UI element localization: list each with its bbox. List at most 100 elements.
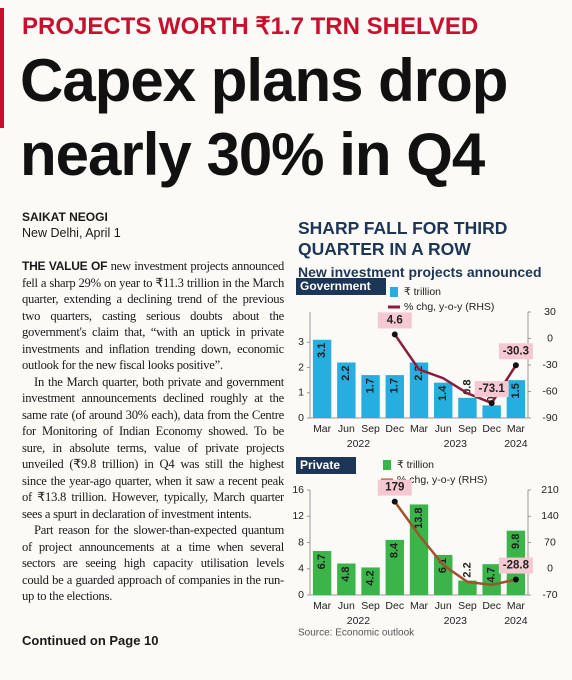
bar-label: 4.7 [486, 567, 498, 582]
y2-tick-label: 0 [547, 332, 553, 344]
kicker: PROJECTS WORTH ₹1.7 TRN SHELVED [22, 13, 479, 40]
label-bg [498, 343, 533, 360]
article-body: THE VALUE OF new investment projects ann… [22, 258, 284, 628]
bar-label: 8.4 [389, 542, 401, 558]
point [391, 498, 398, 505]
x-tick-label: Mar [313, 423, 332, 435]
x-tick-label: Dec [482, 600, 501, 612]
legend-label: ₹ trillion [397, 459, 434, 471]
bar-label: 1.7 [364, 378, 376, 393]
y2-tick-label: 30 [544, 306, 556, 318]
bar-label: 2.2 [461, 562, 473, 577]
x-tick-label: Mar [313, 600, 332, 612]
y-tick-label: 12 [292, 510, 304, 522]
point-label: 4.6 [387, 314, 403, 326]
chart-tag: Government [300, 279, 371, 293]
y2-tick-label: 210 [541, 484, 559, 496]
y-tick-label: 16 [292, 484, 304, 496]
bar [337, 362, 356, 418]
x-tick-label: Sep [361, 423, 380, 435]
bar-label: 3.1 [316, 343, 328, 358]
bar [458, 397, 477, 418]
bar [482, 405, 501, 418]
y-tick-label: 0 [298, 412, 304, 424]
label-bg [498, 557, 533, 574]
bar [361, 567, 380, 595]
bar [434, 382, 453, 418]
bar-label: 1.7 [389, 378, 401, 393]
point [512, 576, 519, 583]
y2-tick-label: 140 [541, 510, 559, 522]
point [391, 331, 398, 338]
bar-label: 9.8 [510, 534, 522, 549]
paragraph-text: new investment projects announced fell a… [22, 259, 284, 372]
y2-tick-label: 0 [547, 563, 553, 575]
line [393, 500, 517, 587]
accent-bar [0, 8, 4, 128]
x-group-label: 2024 [504, 615, 528, 627]
x-group-label: 2023 [444, 438, 468, 450]
y-tick-label: 2 [298, 361, 304, 373]
source: Source: Economic outlook [298, 628, 415, 639]
x-tick-label: Sep [361, 600, 380, 612]
paragraph: In the March quarter, both private and g… [22, 374, 284, 521]
y2-tick-label: -30 [542, 359, 557, 371]
x-group-label: 2022 [347, 438, 371, 450]
bar [385, 539, 404, 595]
continued-note: Continued on Page 10 [22, 633, 159, 648]
paragraph: THE VALUE OF new investment projects ann… [22, 258, 284, 374]
lead-in: THE VALUE OF [22, 259, 108, 273]
legend-swatch [383, 460, 391, 470]
x-group-label: 2022 [347, 615, 371, 627]
bar-label: 2.2 [340, 365, 352, 380]
paragraph: Part reason for the slower-than-expected… [22, 523, 284, 603]
y2-tick-label: -90 [542, 412, 557, 424]
dateline: New Delhi, April 1 [22, 226, 121, 240]
x-group-label: 2024 [504, 438, 528, 450]
bar [409, 362, 429, 418]
chart-tag-bg [296, 457, 356, 474]
x-tick-label: Mar [410, 600, 429, 612]
point [512, 362, 519, 369]
author: SAIKAT NEOGI [22, 210, 108, 224]
bar [434, 554, 453, 595]
x-tick-label: Jun [338, 600, 355, 612]
bar-label: 4.2 [364, 570, 376, 585]
bar [482, 564, 501, 595]
legend-label: ₹ trillion [404, 286, 441, 298]
x-tick-label: Jun [435, 600, 452, 612]
chart-tag-bg [296, 278, 386, 295]
y-tick-label: 0 [298, 589, 304, 601]
graphic-title: SHARP FALL FOR THIRD QUARTER IN A ROW [298, 218, 508, 259]
y2-tick-label: -70 [542, 589, 557, 601]
bar [312, 339, 332, 418]
x-tick-label: Dec [482, 423, 501, 435]
x-tick-label: Mar [507, 600, 526, 612]
x-tick-label: Jun [338, 423, 355, 435]
point-label: 179 [385, 482, 404, 494]
bar [312, 551, 332, 595]
legend-label: % chg, y-o-y (RHS) [404, 301, 494, 313]
x-tick-label: Dec [385, 423, 404, 435]
bar [337, 563, 356, 595]
x-group-label: 2023 [444, 615, 468, 627]
bar-label: 4.8 [340, 567, 352, 582]
x-tick-label: Jun [435, 423, 452, 435]
legend-label: % chg, y-o-y (RHS) [397, 474, 487, 486]
label-bg [377, 312, 412, 329]
bar-label: 13.8 [413, 507, 425, 528]
x-tick-label: Mar [410, 423, 429, 435]
headline: Capex plans drop [20, 47, 508, 114]
bar-label: 6.7 [316, 554, 328, 569]
y-tick-label: 4 [298, 563, 304, 575]
point-label: -28.8 [503, 560, 530, 572]
y2-tick-label: -60 [542, 385, 557, 397]
y-tick-label: 1 [298, 387, 304, 399]
x-tick-label: Mar [507, 423, 526, 435]
x-tick-label: Sep [458, 600, 477, 612]
bar [385, 375, 404, 418]
y-tick-label: 8 [298, 536, 304, 548]
label-bg [377, 479, 412, 496]
